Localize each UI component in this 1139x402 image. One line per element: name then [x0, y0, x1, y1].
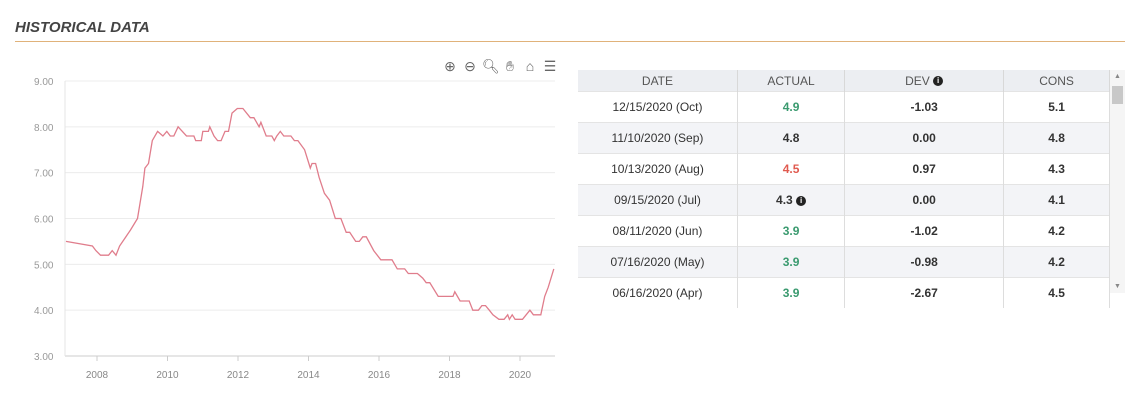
y-tick-label: 4.00	[34, 306, 54, 317]
x-tick-label: 2010	[156, 370, 179, 381]
home-icon[interactable]: ⌂	[525, 58, 535, 74]
table-row: 12/15/2020 (Oct) 4.9 -1.03 5.1	[578, 91, 1110, 123]
date-cell: 06/16/2020 (Apr)	[578, 277, 738, 308]
x-tick-label: 2020	[509, 370, 532, 381]
actual-cell: 3.9	[737, 277, 846, 308]
magnify-icon[interactable]: 🔍︎	[482, 58, 500, 74]
col-dev[interactable]: DEV i	[844, 70, 1005, 92]
table-scrollbar[interactable]: ▲ ▼	[1110, 70, 1125, 293]
dev-cell: 0.00	[844, 122, 1005, 154]
table-row: 07/16/2020 (May) 3.9 -0.98 4.2	[578, 246, 1110, 278]
table-row: 06/16/2020 (Apr) 3.9 -2.67 4.5	[578, 277, 1110, 308]
cons-cell: 4.3	[1003, 153, 1110, 185]
x-tick-label: 2018	[438, 370, 461, 381]
actual-cell: 3.9	[737, 246, 846, 278]
table-row: 10/13/2020 (Aug) 4.5 0.97 4.3	[578, 153, 1110, 185]
y-tick-label: 3.00	[34, 352, 54, 363]
dev-cell: 0.00	[844, 184, 1005, 216]
cons-cell: 4.2	[1003, 246, 1110, 278]
dev-cell: -1.02	[844, 215, 1005, 247]
y-tick-label: 7.00	[34, 169, 54, 180]
actual-cell: 4.5	[737, 153, 846, 185]
cons-cell: 4.8	[1003, 122, 1110, 154]
dev-cell: -1.03	[844, 91, 1005, 123]
x-tick-label: 2012	[227, 370, 250, 381]
x-tick-label: 2008	[86, 370, 109, 381]
col-date[interactable]: DATE	[578, 70, 738, 92]
line-chart: 3.00 4.00 5.00 6.00 7.00 8.00 9.00 2008 2010 2012…	[34, 77, 555, 381]
date-cell: 08/11/2020 (Jun)	[578, 215, 738, 247]
date-cell: 07/16/2020 (May)	[578, 246, 738, 278]
table-row: 08/11/2020 (Jun) 3.9 -1.02 4.2	[578, 215, 1110, 247]
date-cell: 11/10/2020 (Sep)	[578, 122, 738, 154]
table-row: 09/15/2020 (Jul) 4.3 i 0.00 4.1	[578, 184, 1110, 216]
actual-cell: 3.9	[737, 215, 846, 247]
section-title: HISTORICAL DATA	[15, 19, 150, 36]
dev-cell: 0.97	[844, 153, 1005, 185]
table-header: DATE ACTUAL DEV i CONS	[578, 70, 1110, 92]
date-cell: 10/13/2020 (Aug)	[578, 153, 738, 185]
actual-cell: 4.9	[737, 91, 846, 123]
col-actual[interactable]: ACTUAL	[737, 70, 846, 92]
chart-toolbar: ⊕ ⊖ 🔍︎ ✋︎ ⌂ ☰	[442, 58, 558, 75]
col-cons[interactable]: CONS	[1003, 70, 1110, 92]
menu-icon[interactable]: ☰	[543, 58, 557, 74]
pan-hand-icon[interactable]: ✋︎	[506, 58, 514, 74]
scroll-down-icon[interactable]: ▼	[1114, 283, 1121, 290]
date-cell: 12/15/2020 (Oct)	[578, 91, 738, 123]
x-tick-label: 2016	[368, 370, 391, 381]
scrollbar-thumb[interactable]	[1112, 86, 1123, 104]
y-tick-label: 9.00	[34, 77, 54, 88]
series-line	[65, 107, 555, 321]
scroll-up-icon[interactable]: ▲	[1114, 73, 1121, 80]
date-cell: 09/15/2020 (Jul)	[578, 184, 738, 216]
cons-cell: 4.1	[1003, 184, 1110, 216]
zoom-out-icon[interactable]: ⊖	[464, 58, 476, 74]
actual-cell: 4.3 i	[737, 184, 846, 216]
y-tick-label: 6.00	[34, 215, 54, 226]
historical-data-table: DATE ACTUAL DEV i CONS 12/15/2020 (Oct) …	[578, 70, 1110, 308]
table-row: 11/10/2020 (Sep) 4.8 0.00 4.8	[578, 122, 1110, 154]
cons-cell: 4.5	[1003, 277, 1110, 308]
y-tick-label: 5.00	[34, 260, 54, 271]
actual-cell: 4.8	[737, 122, 846, 154]
y-tick-label: 8.00	[34, 123, 54, 134]
info-icon[interactable]: i	[933, 76, 944, 87]
zoom-in-icon[interactable]: ⊕	[444, 58, 456, 74]
dev-cell: -0.98	[844, 246, 1005, 278]
x-tick-label: 2014	[297, 370, 320, 381]
info-icon[interactable]: i	[796, 195, 807, 206]
dev-cell: -2.67	[844, 277, 1005, 308]
cons-cell: 4.2	[1003, 215, 1110, 247]
cons-cell: 5.1	[1003, 91, 1110, 123]
title-divider	[15, 41, 1125, 42]
